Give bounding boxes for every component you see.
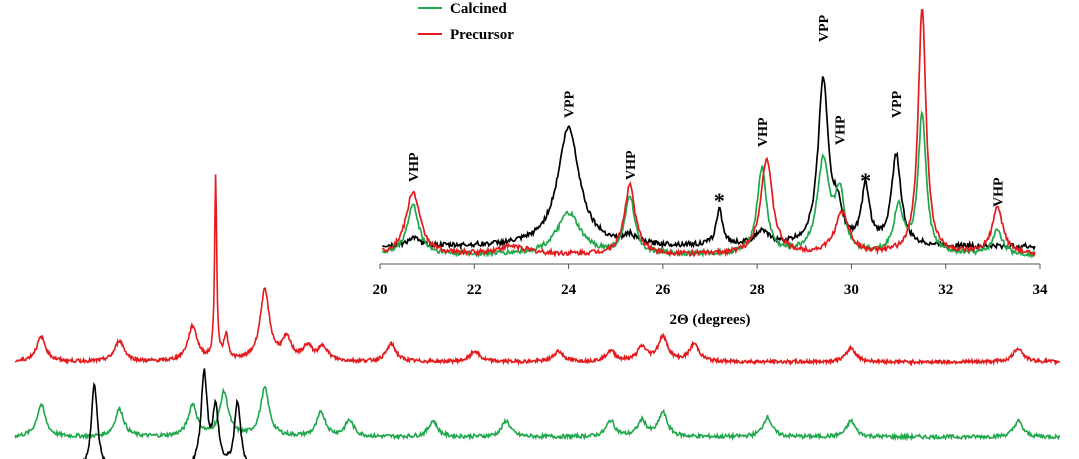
x-tick-label: 26 xyxy=(655,282,671,298)
peak-annotation-star: * xyxy=(714,188,725,213)
inset-x-ticks: 20 22 24 26 28 30 32 34 xyxy=(373,264,1049,298)
inset-precursor-line xyxy=(381,9,1036,258)
x-tick-label: 34 xyxy=(1033,282,1049,298)
inset-plot: 20 22 24 26 28 30 32 34 VHP VPP VHP * VHP VPP VHP * VPP… xyxy=(365,0,1055,330)
peak-annotation-vhp: VHP xyxy=(834,115,849,145)
x-tick-label: 24 xyxy=(561,282,577,298)
peak-annotation-vhp: VHP xyxy=(624,150,639,180)
inset-x-axis-title: 2Θ (degrees) xyxy=(670,312,751,328)
peak-annotation-star: * xyxy=(860,168,871,193)
peak-annotation-vpp: VPP xyxy=(817,14,832,42)
inset-calcined-line xyxy=(381,110,1036,259)
inset-background xyxy=(365,0,1055,330)
x-tick-label: 20 xyxy=(373,282,388,298)
legend-label-calcined: Calcined xyxy=(450,1,507,17)
inset-vpp-line xyxy=(381,76,1036,251)
x-tick-label: 22 xyxy=(467,282,482,298)
peak-annotation-vpp: VPP xyxy=(890,90,905,118)
main-black-line xyxy=(83,368,248,459)
main-plot xyxy=(14,174,1061,459)
x-tick-label: 28 xyxy=(750,282,765,298)
legend-label-precursor: Precursor xyxy=(450,27,514,43)
legend: Calcined Precursor xyxy=(418,1,514,43)
main-precursor-line xyxy=(14,174,1061,367)
x-tick-label: 32 xyxy=(938,282,953,298)
peak-annotation-vhp: VHP xyxy=(407,152,422,182)
inset-annotations: VHP VPP VHP * VHP VPP VHP * VPP VHP xyxy=(407,14,1007,213)
peak-annotation-vpp: VPP xyxy=(563,90,578,118)
peak-annotation-vhp: VHP xyxy=(992,177,1007,207)
x-tick-label: 30 xyxy=(844,282,859,298)
peak-annotation-vhp: VHP xyxy=(756,117,771,147)
main-calcined-line xyxy=(14,385,1060,442)
